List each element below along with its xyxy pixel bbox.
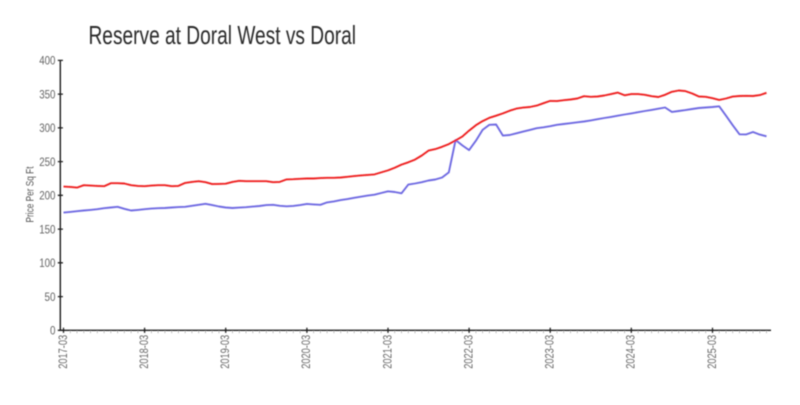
svg-text:300: 300 [39,122,56,135]
svg-text:2018-03: 2018-03 [139,335,151,369]
svg-text:2025-03: 2025-03 [707,335,719,369]
svg-text:2021-03: 2021-03 [382,335,394,369]
svg-text:2023-03: 2023-03 [545,335,557,369]
svg-text:Price Per Sq Ft: Price Per Sq Ft [25,167,37,223]
svg-text:50: 50 [45,291,56,304]
svg-text:0: 0 [50,325,56,338]
svg-text:200: 200 [39,190,56,203]
svg-text:2017-03: 2017-03 [58,335,70,369]
svg-text:Reserve at Doral West vs Doral: Reserve at Doral West vs Doral [89,20,357,50]
svg-text:400: 400 [39,55,56,68]
svg-text:2022-03: 2022-03 [463,335,475,369]
svg-text:2024-03: 2024-03 [626,335,638,369]
svg-text:150: 150 [39,223,56,236]
svg-text:2019-03: 2019-03 [220,335,232,369]
svg-text:350: 350 [39,88,56,101]
svg-text:2020-03: 2020-03 [301,335,313,369]
svg-text:100: 100 [39,257,56,270]
svg-text:250: 250 [39,156,56,169]
